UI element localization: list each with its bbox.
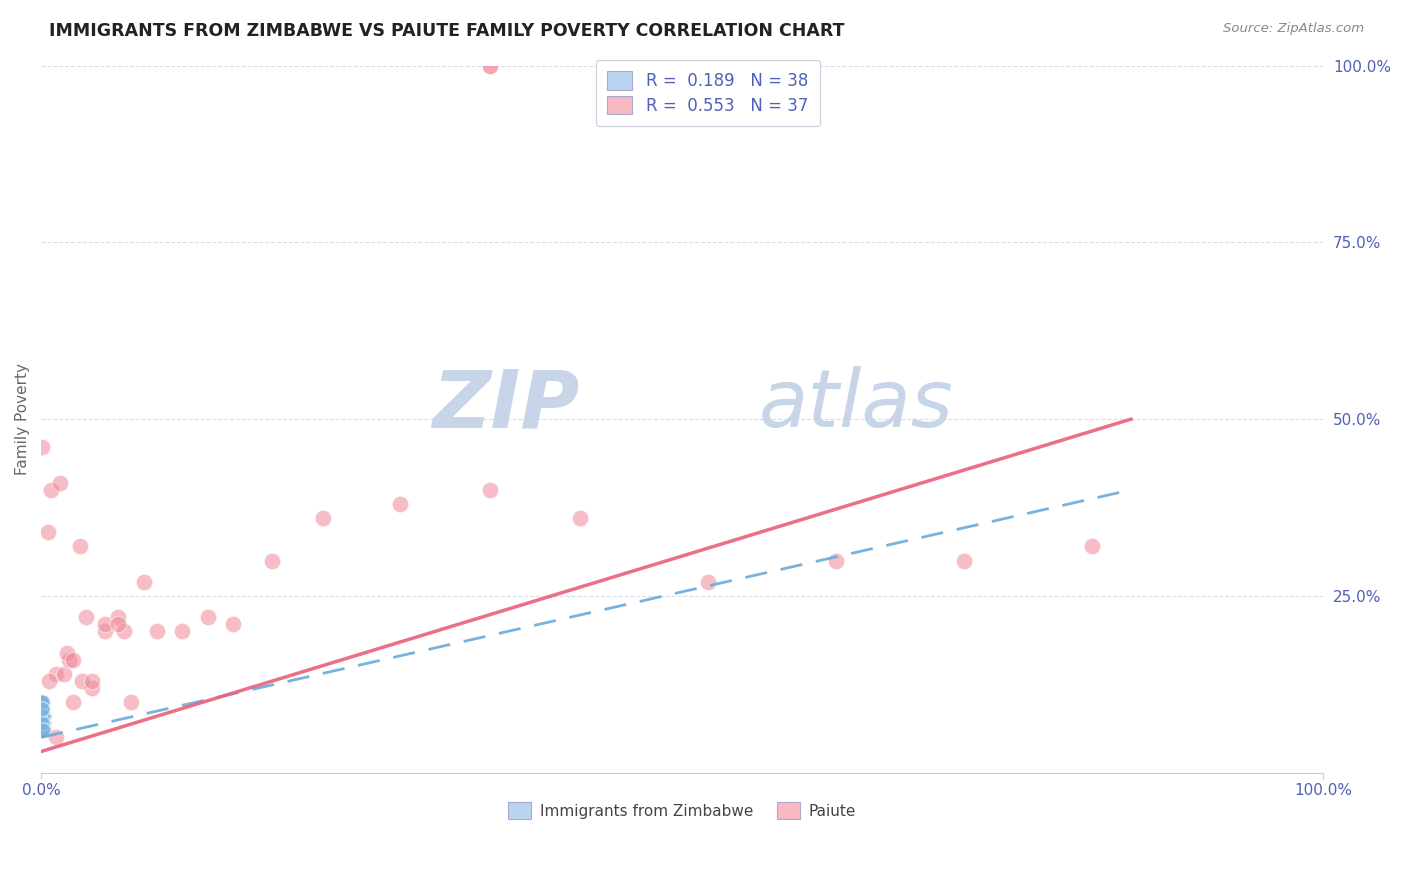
Point [1081,540,1104,554]
Point [31,695,53,709]
Point [31,702,53,716]
Point [31,709,53,723]
Point [55,646,77,660]
Point [45,666,67,681]
Legend: Immigrants from Zimbabwe, Paiute: Immigrants from Zimbabwe, Paiute [502,797,862,825]
Point [32,723,55,738]
Point [145,624,167,639]
Text: Source: ZipAtlas.com: Source: ZipAtlas.com [1223,22,1364,36]
Point [478,483,501,497]
Point [222,617,245,632]
Point [32,716,55,731]
Point [32,716,55,731]
Point [31,716,53,731]
Point [32,723,55,738]
Point [478,59,501,73]
Point [114,624,136,639]
Point [75,610,97,624]
Point [953,553,976,567]
Point [31,702,53,716]
Point [32,709,55,723]
Point [107,610,129,624]
Point [696,574,718,589]
Point [132,574,155,589]
Point [568,511,591,525]
Point [120,695,142,709]
Point [94,624,117,639]
Point [107,617,129,632]
Point [31,709,53,723]
Point [62,652,84,666]
Point [31,441,53,455]
Point [32,709,55,723]
Point [31,709,53,723]
Point [32,723,55,738]
Point [37,525,59,540]
Point [32,723,55,738]
Point [82,681,104,695]
Point [31,723,53,738]
Point [69,540,91,554]
Point [45,731,67,745]
Text: IMMIGRANTS FROM ZIMBABWE VS PAIUTE FAMILY POVERTY CORRELATION CHART: IMMIGRANTS FROM ZIMBABWE VS PAIUTE FAMIL… [49,22,845,40]
Point [197,610,219,624]
Point [31,709,53,723]
Point [41,483,63,497]
Point [825,553,848,567]
Point [38,673,60,688]
Point [31,723,53,738]
Point [31,716,53,731]
Point [58,652,80,666]
Point [31,716,53,731]
Text: ZIP: ZIP [432,366,579,444]
Point [32,695,55,709]
Point [82,673,104,688]
Point [31,723,53,738]
Point [312,511,335,525]
Point [31,723,53,738]
Point [31,723,53,738]
Point [31,695,53,709]
Y-axis label: Family Poverty: Family Poverty [15,363,30,475]
Point [260,553,283,567]
Point [31,695,53,709]
Point [31,716,53,731]
Point [32,709,55,723]
Point [94,617,117,632]
Point [389,497,412,511]
Point [31,702,53,716]
Point [32,702,55,716]
Point [31,716,53,731]
Point [172,624,194,639]
Point [49,475,72,490]
Point [31,709,53,723]
Point [31,695,53,709]
Point [31,723,53,738]
Point [62,695,84,709]
Point [53,666,76,681]
Point [31,702,53,716]
Text: atlas: atlas [759,366,953,444]
Point [70,673,93,688]
Point [31,716,53,731]
Point [31,702,53,716]
Point [32,695,55,709]
